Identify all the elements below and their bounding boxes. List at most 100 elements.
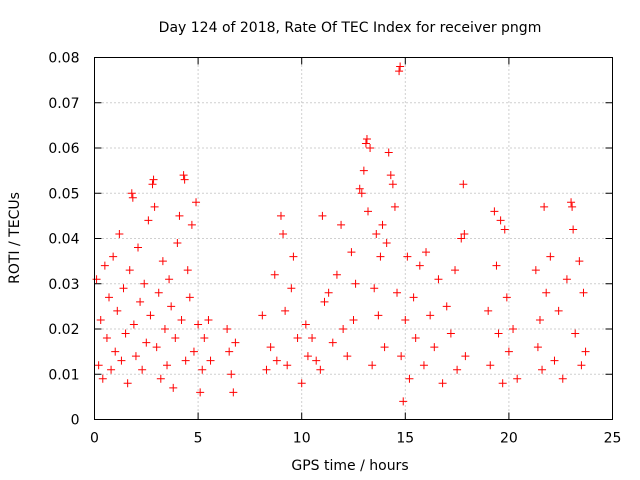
data-point (107, 365, 116, 374)
data-point (258, 311, 267, 320)
data-point (554, 306, 563, 315)
data-point (411, 334, 420, 343)
data-point (225, 347, 234, 356)
y-tick-label: 0.07 (48, 96, 79, 112)
data-point (426, 311, 435, 320)
y-tick-label: 0.05 (48, 186, 79, 202)
data-point (359, 166, 368, 175)
y-tick-label: 0.02 (48, 322, 79, 338)
data-point (154, 288, 163, 297)
data-point (328, 338, 337, 347)
data-point (160, 325, 169, 333)
data-point (187, 220, 196, 229)
data-point (179, 171, 188, 180)
data-point (276, 211, 285, 220)
data-point (231, 338, 240, 347)
data-point (196, 388, 205, 397)
data-point (386, 171, 395, 180)
data-point (117, 356, 126, 365)
x-tick-label: 25 (604, 431, 622, 447)
data-point (200, 334, 209, 343)
data-point (127, 189, 136, 198)
data-point (496, 216, 505, 225)
data-point (533, 343, 542, 352)
data-point (498, 379, 507, 388)
data-point (434, 275, 443, 284)
y-tick-label: 0.08 (48, 51, 79, 67)
y-axis-label: ROTI / TECUs (7, 192, 23, 284)
data-point (531, 266, 540, 275)
data-point (318, 211, 327, 220)
data-point (92, 275, 101, 284)
data-point (362, 134, 371, 143)
data-point (148, 180, 157, 189)
data-point (123, 379, 132, 388)
data-point (502, 293, 511, 302)
data-point (376, 252, 385, 261)
data-point (177, 315, 186, 324)
data-point (401, 315, 410, 324)
data-point (144, 216, 153, 225)
data-point (303, 352, 312, 361)
data-point (388, 180, 397, 189)
data-point (192, 198, 201, 207)
data-point (364, 207, 373, 216)
data-point (131, 352, 140, 361)
data-point (332, 270, 341, 279)
data-point (453, 365, 462, 374)
data-point (540, 202, 549, 211)
data-point (504, 347, 513, 356)
data-point (538, 365, 547, 374)
data-point (368, 361, 377, 370)
data-point (337, 220, 346, 229)
data-point (121, 329, 130, 338)
data-point (206, 356, 215, 365)
data-point (509, 325, 518, 333)
y-tick-label: 0.06 (48, 141, 79, 157)
data-point (169, 383, 178, 392)
data-point (366, 144, 375, 152)
data-point (100, 261, 109, 270)
x-tick-label: 15 (396, 431, 414, 447)
data-point (105, 293, 114, 302)
x-tick-label: 5 (194, 431, 203, 447)
data-points (92, 62, 590, 406)
data-point (347, 248, 356, 257)
data-point (125, 266, 134, 275)
data-point (119, 284, 128, 293)
x-tick-labels: 0 5 10 15 20 25 (90, 431, 621, 447)
data-point (378, 220, 387, 229)
data-point (361, 139, 370, 148)
data-point (156, 374, 165, 383)
data-point (98, 374, 107, 383)
data-point (158, 257, 167, 266)
data-point (136, 297, 145, 306)
data-point (550, 356, 559, 365)
data-point (446, 329, 455, 338)
data-point (324, 288, 333, 297)
data-point (204, 315, 213, 324)
data-point (442, 302, 451, 311)
data-point (281, 306, 290, 315)
data-point (349, 315, 358, 324)
data-point (163, 361, 172, 370)
data-point (382, 239, 391, 248)
y-tick-label: 0.01 (48, 367, 79, 383)
data-point (173, 239, 182, 248)
data-point (283, 361, 292, 370)
data-point (312, 356, 321, 365)
data-point (289, 252, 298, 261)
data-point (370, 284, 379, 293)
data-point (175, 211, 184, 220)
data-point (343, 352, 352, 361)
data-point (140, 279, 149, 288)
data-point (189, 347, 198, 356)
data-point (451, 266, 460, 275)
data-point (102, 334, 111, 343)
data-point (129, 320, 138, 329)
data-point (96, 315, 105, 324)
data-point (575, 257, 584, 266)
chart-title: Day 124 of 2018, Rate Of TEC Index for r… (159, 20, 542, 36)
data-point (351, 279, 360, 288)
